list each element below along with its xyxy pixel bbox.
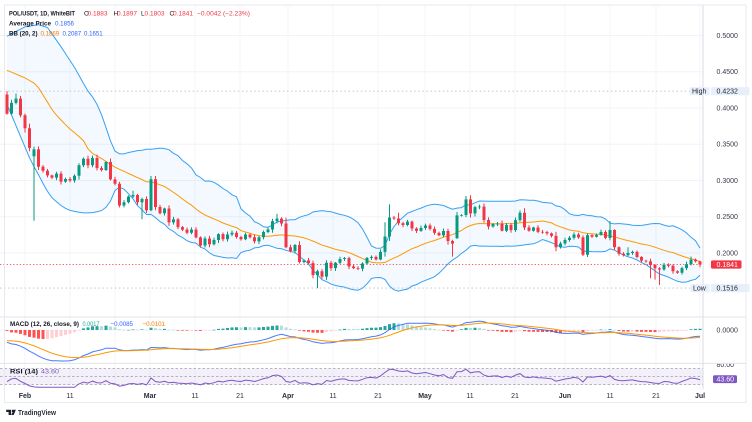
svg-text:11: 11 [191, 393, 198, 400]
svg-text:Jun: Jun [559, 393, 571, 400]
svg-text:11: 11 [329, 393, 336, 400]
svg-text:0.1516: 0.1516 [717, 286, 739, 293]
svg-text:0.0000: 0.0000 [717, 327, 739, 334]
svg-text:21: 21 [374, 393, 382, 400]
svg-text:Feb: Feb [19, 393, 31, 400]
svg-text:0.1897: 0.1897 [117, 10, 137, 17]
svg-text:0.1856: 0.1856 [55, 20, 74, 27]
svg-text:MACD (12, 26, close, 9): MACD (12, 26, close, 9) [10, 321, 79, 328]
svg-text:−0.0085: −0.0085 [111, 321, 134, 328]
svg-text:21: 21 [652, 393, 660, 400]
svg-text:Low: Low [693, 286, 707, 293]
svg-text:H: H [114, 10, 119, 17]
svg-text:Jul: Jul [695, 393, 705, 400]
svg-text:−0.0101: −0.0101 [143, 321, 166, 328]
svg-text:0.1803: 0.1803 [145, 10, 165, 17]
svg-text:O: O [84, 10, 89, 17]
svg-text:0.0017: 0.0017 [83, 321, 100, 328]
svg-text:0.3000: 0.3000 [717, 178, 739, 185]
svg-text:11: 11 [66, 393, 73, 400]
svg-text:80.00: 80.00 [717, 362, 735, 369]
svg-text:Apr: Apr [282, 393, 294, 400]
svg-text:L: L [141, 10, 145, 17]
svg-text:43.60: 43.60 [717, 377, 735, 384]
svg-text:C: C [170, 10, 175, 17]
svg-text:0.2500: 0.2500 [717, 214, 739, 221]
svg-text:0.3500: 0.3500 [717, 142, 739, 149]
svg-text:0.1883: 0.1883 [88, 10, 108, 17]
svg-text:0.5000: 0.5000 [717, 33, 739, 40]
svg-text:May: May [418, 393, 432, 400]
svg-text:43.60: 43.60 [41, 368, 59, 375]
svg-text:0.2000: 0.2000 [717, 250, 739, 257]
svg-text:0.2087: 0.2087 [63, 30, 82, 37]
svg-text:0.1869: 0.1869 [41, 30, 60, 37]
svg-text:Mar: Mar [144, 393, 157, 400]
svg-text:0.4232: 0.4232 [717, 89, 739, 96]
svg-text:Average Price: Average Price [9, 20, 51, 27]
svg-text:RSI (14): RSI (14) [10, 368, 38, 375]
svg-text:0.4500: 0.4500 [717, 69, 739, 76]
svg-text:POL/USDT, 1D, WhiteBIT: POL/USDT, 1D, WhiteBIT [9, 10, 75, 17]
svg-text:21: 21 [511, 393, 519, 400]
svg-text:0.4000: 0.4000 [717, 105, 739, 112]
svg-text:−0.0042 (−2.23%): −0.0042 (−2.23%) [197, 10, 250, 17]
svg-text:21: 21 [236, 393, 244, 400]
svg-text:High: High [692, 89, 707, 96]
svg-text:11: 11 [466, 393, 473, 400]
svg-text:0.1841: 0.1841 [173, 10, 193, 17]
svg-text:0.1651: 0.1651 [84, 30, 103, 37]
svg-text:0.1841: 0.1841 [717, 262, 739, 269]
svg-text:BB (20, 2): BB (20, 2) [9, 30, 38, 37]
svg-text:11: 11 [606, 393, 613, 400]
svg-text:TradingView: TradingView [18, 408, 56, 417]
